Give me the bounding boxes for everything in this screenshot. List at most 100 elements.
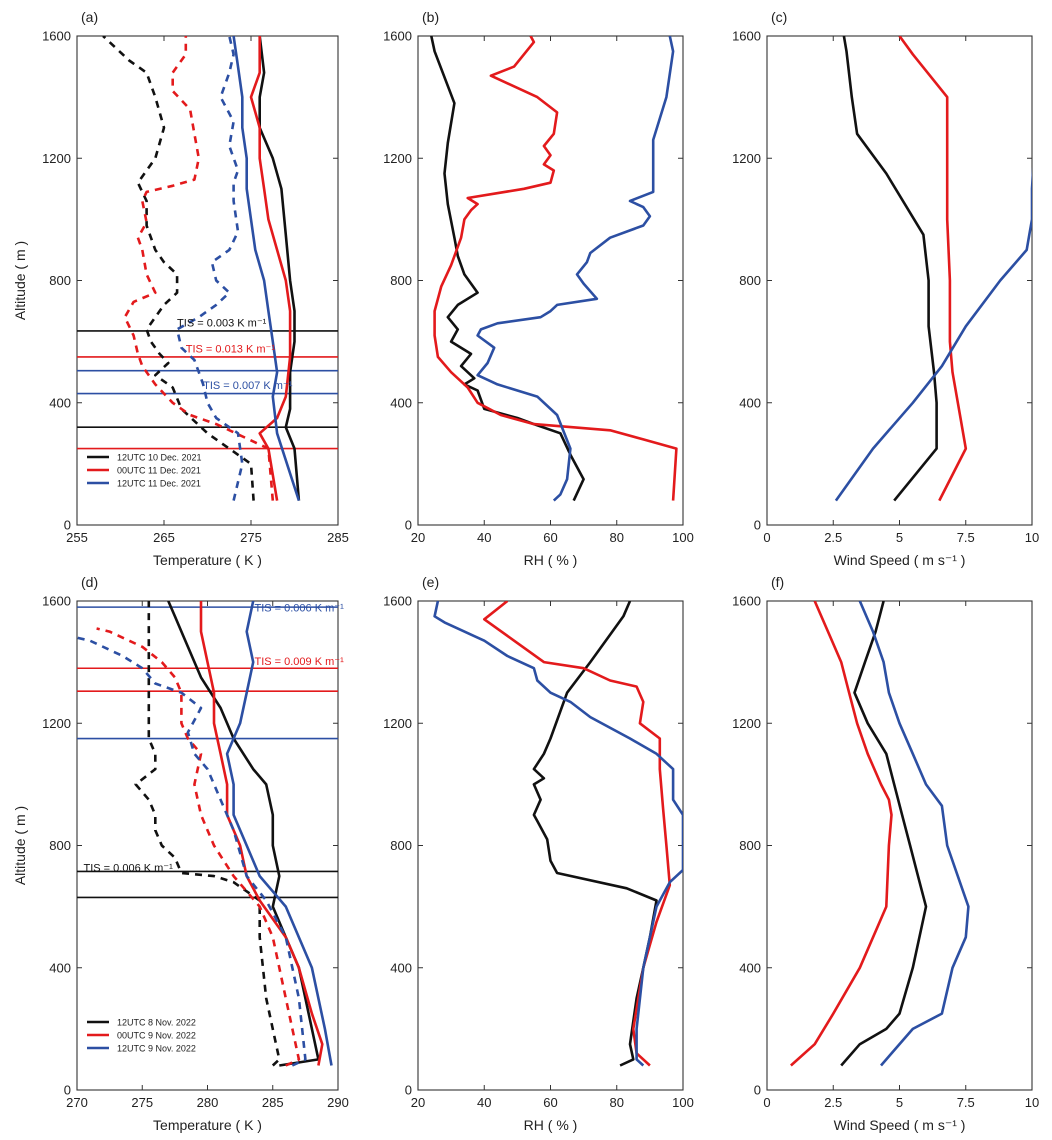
x-tick-label: 60 <box>543 530 557 545</box>
x-tick-label: 0 <box>763 530 770 545</box>
dashed-black-profile-line <box>134 601 281 1067</box>
y-tick-label: 1200 <box>383 151 412 166</box>
y-tick-label: 0 <box>754 518 761 533</box>
y-tick-label: 0 <box>405 1083 412 1098</box>
panel-label: (a) <box>81 9 98 25</box>
panel-label: (f) <box>771 574 784 590</box>
legend: 12UTC 8 Nov. 2022 00UTC 9 Nov. 2022 12UTC … <box>87 1018 196 1054</box>
dashed-red-profile-line <box>96 627 301 1067</box>
x-tick-label: 270 <box>66 1095 88 1110</box>
tis-annotation: TIS = 0.006 K m⁻¹ <box>254 603 344 615</box>
y-tick-label: 1200 <box>732 151 761 166</box>
x-axis-label: Temperature ( K ) <box>153 552 262 568</box>
legend-label: 00UTC 11 Dec. 2021 <box>117 466 201 476</box>
y-tick-label: 0 <box>64 518 71 533</box>
solid-black-profile-line <box>167 601 320 1067</box>
panel-a: 255 265 275 285 0 400 800 1200 1600 Temperature (… <box>12 9 349 568</box>
panel-label: (e) <box>422 574 439 590</box>
x-tick-label: 5 <box>896 1095 903 1110</box>
tis-annotation: TIS = 0.013 K m⁻¹ <box>186 343 276 355</box>
y-tick-label: 400 <box>49 395 71 410</box>
y-tick-label: 400 <box>739 960 761 975</box>
y-tick-label: 800 <box>390 838 412 853</box>
panel-label: (b) <box>422 9 439 25</box>
solid-black-profile-line <box>840 601 928 1067</box>
panel-e: 20 40 60 80 100 0 400 800 1200 1600 RH ( % ) (e) <box>383 574 694 1133</box>
y-tick-label: 400 <box>739 395 761 410</box>
x-tick-label: 20 <box>411 530 425 545</box>
solid-red-profile-line <box>249 36 292 501</box>
y-tick-label: 800 <box>739 273 761 288</box>
plot-area <box>430 36 678 502</box>
y-tick-label: 800 <box>390 273 412 288</box>
x-tick-label: 10 <box>1025 530 1039 545</box>
plot-area <box>77 36 338 502</box>
legend-label: 12UTC 10 Dec. 2021 <box>117 453 202 463</box>
plot-frame <box>417 600 684 1091</box>
y-tick-label: 0 <box>64 1083 71 1098</box>
legend-label: 12UTC 11 Dec. 2021 <box>117 479 201 489</box>
solid-red-profile-line <box>483 601 672 1067</box>
panel-b: 20 40 60 80 100 0 400 800 1200 1600 RH ( % ) (b) <box>383 9 694 568</box>
x-axis-label: RH ( % ) <box>524 552 578 568</box>
x-tick-label: 7.5 <box>957 1095 975 1110</box>
y-tick-label: 400 <box>390 395 412 410</box>
dashed-blue-profile-line <box>175 36 244 501</box>
solid-blue-profile-line <box>834 166 1032 502</box>
x-tick-label: 7.5 <box>957 530 975 545</box>
solid-red-profile-line <box>790 601 893 1067</box>
solid-blue-profile-line <box>433 601 683 1067</box>
solid-red-profile-line <box>898 36 968 502</box>
y-tick-label: 800 <box>49 273 71 288</box>
y-tick-label: 400 <box>49 960 71 975</box>
solid-blue-profile-line <box>232 36 301 502</box>
panel-c: 0 2.5 5 7.5 10 0 400 800 1200 1600 Wind Speed ( m … <box>732 9 1039 568</box>
plot-area <box>77 601 338 1067</box>
tis-annotation: TIS = 0.006 K m⁻¹ <box>84 862 174 874</box>
y-tick-label: 0 <box>405 518 412 533</box>
solid-black-profile-line <box>258 36 301 501</box>
x-tick-label: 2.5 <box>824 1095 842 1110</box>
x-tick-label: 60 <box>543 1095 557 1110</box>
tis-annotation: TIS = 0.007 K m⁻¹ <box>203 380 293 392</box>
y-tick-label: 1600 <box>732 594 761 609</box>
y-tick-label: 800 <box>49 838 71 853</box>
x-tick-label: 40 <box>477 1095 491 1110</box>
y-tick-label: 1600 <box>383 594 412 609</box>
y-axis-label: Altitude ( m ) <box>12 241 28 320</box>
y-tick-label: 1200 <box>732 716 761 731</box>
dashed-blue-profile-line <box>77 636 307 1067</box>
solid-blue-profile-line <box>858 601 970 1067</box>
x-tick-label: 10 <box>1025 1095 1039 1110</box>
legend-label: 00UTC 9 Nov. 2022 <box>117 1031 196 1041</box>
plot-frame <box>417 35 684 526</box>
x-axis-label: Temperature ( K ) <box>153 1117 262 1133</box>
legend-label: 12UTC 9 Nov. 2022 <box>117 1044 196 1054</box>
x-tick-label: 265 <box>153 530 175 545</box>
x-tick-label: 40 <box>477 530 491 545</box>
y-tick-label: 0 <box>754 1083 761 1098</box>
y-tick-label: 400 <box>390 960 412 975</box>
solid-red-profile-line <box>199 601 324 1066</box>
x-axis-label: Wind Speed ( m s⁻¹ ) <box>834 552 966 568</box>
x-axis-label: RH ( % ) <box>524 1117 578 1133</box>
y-tick-label: 1600 <box>383 29 412 44</box>
legend-label: 12UTC 8 Nov. 2022 <box>117 1018 196 1028</box>
x-tick-label: 80 <box>610 1095 624 1110</box>
y-tick-label: 800 <box>739 838 761 853</box>
y-tick-label: 1200 <box>42 151 71 166</box>
solid-black-profile-line <box>430 36 585 502</box>
y-tick-label: 1600 <box>732 29 761 44</box>
x-tick-label: 0 <box>763 1095 770 1110</box>
panel-f: 0 2.5 5 7.5 10 0 400 800 1200 1600 Wind Speed ( m … <box>732 574 1039 1133</box>
plot-frame <box>766 600 1033 1091</box>
solid-black-profile-line <box>842 36 938 502</box>
y-axis-label: Altitude ( m ) <box>12 806 28 885</box>
y-tick-label: 1200 <box>383 716 412 731</box>
panel-label: (c) <box>771 9 787 25</box>
y-tick-label: 1600 <box>42 29 71 44</box>
plot-area <box>433 601 683 1067</box>
tis-annotation: TIS = 0.009 K m⁻¹ <box>254 656 344 668</box>
x-tick-label: 275 <box>131 1095 153 1110</box>
